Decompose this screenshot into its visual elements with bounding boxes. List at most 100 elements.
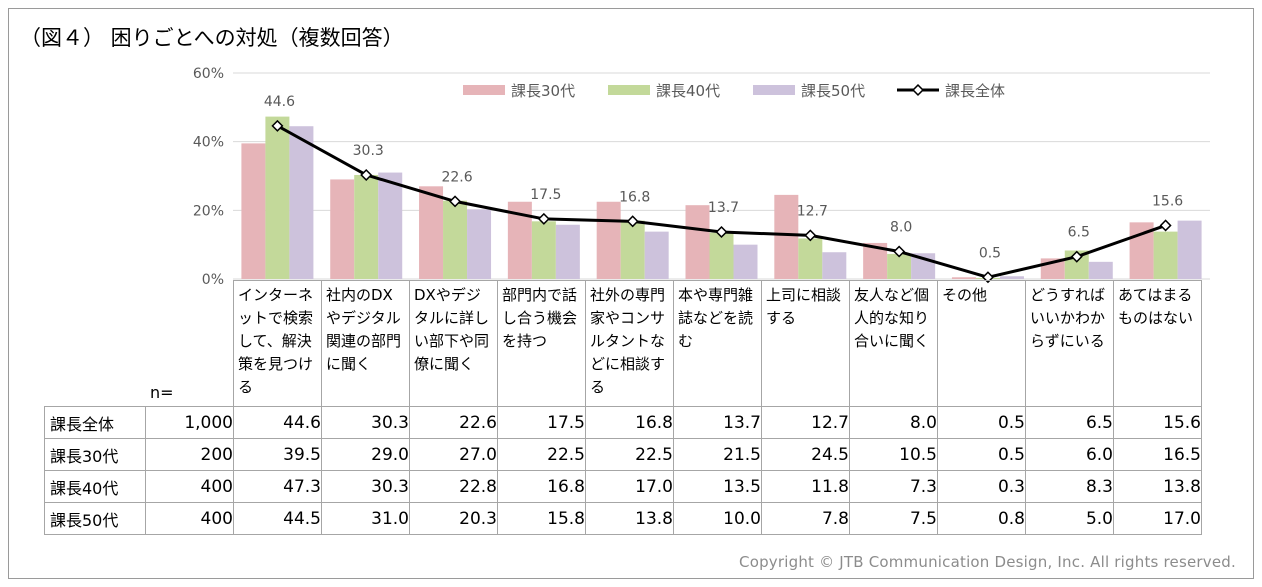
bar-s30 xyxy=(774,194,799,279)
data-label: 30.3 xyxy=(353,143,384,159)
table-cell: 47.3 xyxy=(233,470,322,503)
table-row: 課長40代 400 47.3 30.3 22.8 16.8 17.0 13.5 11.8 7.3 0… xyxy=(44,470,1202,503)
category-header: DXやデジタルに詳しい部下や同僚に聞く xyxy=(409,280,498,407)
bar-s30 xyxy=(330,179,355,279)
table-cell: 15.6 xyxy=(1113,406,1202,439)
table-cell: 16.8 xyxy=(585,406,674,439)
table-cell: 29.0 xyxy=(321,438,410,471)
bar-s40 xyxy=(531,221,556,279)
row-label: 課長30代 xyxy=(44,438,146,471)
category-header: 部門内で話し合う機会を持つ xyxy=(497,280,586,407)
figure-title: （図４） 困りごとへの対処（複数回答） xyxy=(20,26,404,50)
bar-s50 xyxy=(555,224,580,279)
bar-s40 xyxy=(1153,231,1178,279)
category-header: インターネットで検索して、解決策を見つける xyxy=(233,280,322,407)
category-header: 社内のDXやデジタル関連の部門に聞く xyxy=(321,280,410,407)
table-cell: 20.3 xyxy=(409,502,498,535)
total-marker xyxy=(360,168,373,181)
bar-s30 xyxy=(419,186,444,279)
table-cell: 22.6 xyxy=(409,406,498,439)
row-label: 課長40代 xyxy=(44,470,146,503)
total-marker xyxy=(271,119,284,132)
row-n: 200 xyxy=(145,438,234,471)
legend: 課長30代 課長40代 課長50代 課長全体 xyxy=(463,82,1005,100)
n-label: n= xyxy=(145,280,234,407)
category-header: その他 xyxy=(937,280,1026,407)
table-cell: 27.0 xyxy=(409,438,498,471)
table-cell: 15.8 xyxy=(497,502,586,535)
data-label: 17.5 xyxy=(530,187,561,203)
data-label: 15.6 xyxy=(1152,193,1183,209)
table-body: 課長全体 1,000 44.6 30.3 22.6 17.5 16.8 13.7 12.7 8.0… xyxy=(44,406,1202,535)
bar-s40 xyxy=(265,116,290,279)
bar-s50 xyxy=(378,172,403,279)
data-label: 6.5 xyxy=(1068,225,1090,241)
total-marker xyxy=(804,229,817,242)
table-cell: 0.5 xyxy=(937,406,1026,439)
table-cell: 13.5 xyxy=(673,470,762,503)
bar-s50 xyxy=(733,244,758,279)
legend-label: 課長50代 xyxy=(801,82,865,100)
table-cell: 8.0 xyxy=(849,406,938,439)
row-n: 400 xyxy=(145,502,234,535)
bar-s30 xyxy=(241,143,266,279)
bars xyxy=(241,116,1202,279)
total-marker xyxy=(537,212,550,225)
table-cell: 16.5 xyxy=(1113,438,1202,471)
legend-marker xyxy=(911,83,925,97)
table-cell: 10.5 xyxy=(849,438,938,471)
table-cell: 22.5 xyxy=(585,438,674,471)
y-tick-label: 60% xyxy=(193,66,224,82)
bar-s40 xyxy=(354,174,379,279)
table-cell: 22.8 xyxy=(409,470,498,503)
bar-s40 xyxy=(709,232,734,279)
table-cell: 30.3 xyxy=(321,470,410,503)
total-marker xyxy=(715,225,728,238)
total-marker xyxy=(981,271,994,284)
legend-swatch xyxy=(608,85,650,95)
total-line xyxy=(271,119,1172,284)
table-cell: 39.5 xyxy=(233,438,322,471)
legend-label: 課長40代 xyxy=(656,82,720,100)
table-cell: 13.8 xyxy=(1113,470,1202,503)
y-axis-ticks: 0%20%40%60% xyxy=(193,66,224,288)
y-tick-label: 40% xyxy=(193,135,224,151)
table-cell: 0.5 xyxy=(937,438,1026,471)
bar-s50 xyxy=(822,252,847,279)
table-cell: 0.3 xyxy=(937,470,1026,503)
table-cell: 0.8 xyxy=(937,502,1026,535)
category-header: 社外の専門家やコンサルタントなどに相談する xyxy=(585,280,674,407)
table-cell: 24.5 xyxy=(761,438,850,471)
data-label: 44.6 xyxy=(264,94,295,110)
data-labels: 44.6 30.3 22.6 17.5 16.8 13.7 12.7 8.0 0.5 6.5 15.… xyxy=(264,94,1183,261)
row-label: 課長全体 xyxy=(44,406,146,439)
category-header: どうすればいいかわからずにいる xyxy=(1025,280,1114,407)
table-header-row: n= インターネットで検索して、解決策を見つける 社内のDXやデジタル関連の部門… xyxy=(44,280,1202,407)
copyright-notice: Copyright © JTB Communication Design, In… xyxy=(739,553,1236,571)
category-header: あてはまるものはない xyxy=(1113,280,1202,407)
category-header: 友人など個人的な知り合いに聞く xyxy=(849,280,938,407)
bar-s50 xyxy=(644,231,669,279)
table-cell: 17.0 xyxy=(585,470,674,503)
category-header: 本や専門雑誌などを読む xyxy=(673,280,762,407)
bar-s50 xyxy=(1088,261,1113,279)
category-header: 上司に相談する xyxy=(761,280,850,407)
bar-s50 xyxy=(467,209,492,279)
total-marker xyxy=(1159,219,1172,232)
table-cell: 17.0 xyxy=(1113,502,1202,535)
table-cell: 16.8 xyxy=(497,470,586,503)
bar-s30 xyxy=(685,205,710,279)
table-cell: 5.0 xyxy=(1025,502,1114,535)
legend-swatch xyxy=(753,85,795,95)
bar-s30 xyxy=(596,201,621,279)
data-label: 12.7 xyxy=(797,203,828,219)
data-table: n= インターネットで検索して、解決策を見つける 社内のDXやデジタル関連の部門… xyxy=(44,280,1202,535)
bar-s50 xyxy=(289,126,314,279)
table-cell: 6.5 xyxy=(1025,406,1114,439)
bar-s50 xyxy=(1177,220,1202,279)
table-cell: 44.5 xyxy=(233,502,322,535)
table-cell: 21.5 xyxy=(673,438,762,471)
row-n: 1,000 xyxy=(145,406,234,439)
bar-s40 xyxy=(887,253,912,279)
